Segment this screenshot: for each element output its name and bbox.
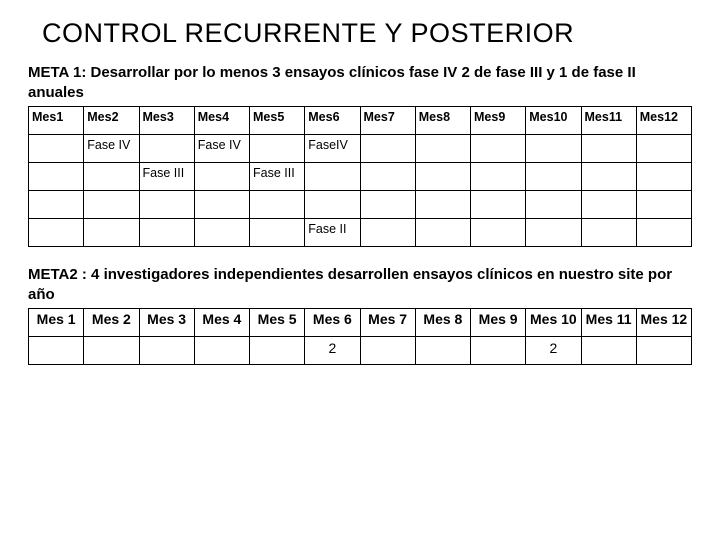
table-cell bbox=[84, 163, 139, 191]
table-cell bbox=[636, 191, 691, 219]
table-cell: FaseIV bbox=[305, 135, 360, 163]
col-header: Mes 1 bbox=[29, 309, 84, 337]
col-header: Mes6 bbox=[305, 107, 360, 135]
table-cell bbox=[415, 219, 470, 247]
col-header: Mes2 bbox=[84, 107, 139, 135]
meta1-header-row: Mes1Mes2Mes3Mes4Mes5Mes6Mes7Mes8Mes9Mes1… bbox=[29, 107, 692, 135]
table-cell bbox=[636, 163, 691, 191]
col-header: Mes3 bbox=[139, 107, 194, 135]
col-header: Mes10 bbox=[526, 107, 581, 135]
table-cell bbox=[305, 191, 360, 219]
table-cell bbox=[139, 219, 194, 247]
table-cell: Fase IV bbox=[194, 135, 249, 163]
table-cell bbox=[139, 135, 194, 163]
col-header: Mes 3 bbox=[139, 309, 194, 337]
table-cell bbox=[194, 219, 249, 247]
table-cell bbox=[84, 191, 139, 219]
table-cell bbox=[250, 191, 305, 219]
table-cell bbox=[581, 191, 636, 219]
table-cell bbox=[29, 135, 84, 163]
table-cell: Fase III bbox=[139, 163, 194, 191]
meta1-table: Mes1Mes2Mes3Mes4Mes5Mes6Mes7Mes8Mes9Mes1… bbox=[28, 106, 692, 247]
table-cell bbox=[250, 337, 305, 365]
table-cell bbox=[305, 163, 360, 191]
col-header: Mes5 bbox=[250, 107, 305, 135]
table-cell bbox=[360, 337, 415, 365]
page-title: CONTROL RECURRENTE Y POSTERIOR bbox=[28, 18, 692, 49]
meta2-header-row: Mes 1Mes 2Mes 3Mes 4Mes 5Mes 6Mes 7Mes 8… bbox=[29, 309, 692, 337]
col-header: Mes 11 bbox=[581, 309, 636, 337]
table-cell bbox=[471, 135, 526, 163]
table-cell bbox=[84, 337, 139, 365]
col-header: Mes 12 bbox=[636, 309, 691, 337]
table-cell bbox=[194, 163, 249, 191]
table-cell: 2 bbox=[526, 337, 581, 365]
table-cell bbox=[581, 219, 636, 247]
table-cell bbox=[526, 191, 581, 219]
col-header: Mes 7 bbox=[360, 309, 415, 337]
col-header: Mes 4 bbox=[194, 309, 249, 337]
table-cell bbox=[29, 191, 84, 219]
col-header: Mes8 bbox=[415, 107, 470, 135]
table-cell bbox=[636, 219, 691, 247]
table-cell bbox=[139, 191, 194, 219]
col-header: Mes11 bbox=[581, 107, 636, 135]
table-cell bbox=[250, 135, 305, 163]
table-cell bbox=[29, 337, 84, 365]
col-header: Mes 10 bbox=[526, 309, 581, 337]
table-cell bbox=[471, 219, 526, 247]
table-cell: 2 bbox=[305, 337, 360, 365]
table-cell bbox=[250, 219, 305, 247]
col-header: Mes9 bbox=[471, 107, 526, 135]
meta2-body: 22 bbox=[29, 337, 692, 365]
table-cell bbox=[636, 135, 691, 163]
table-cell bbox=[360, 135, 415, 163]
table-row: 22 bbox=[29, 337, 692, 365]
table-cell bbox=[415, 191, 470, 219]
table-cell bbox=[526, 135, 581, 163]
col-header: Mes 9 bbox=[471, 309, 526, 337]
table-cell bbox=[360, 219, 415, 247]
table-cell bbox=[84, 219, 139, 247]
table-cell bbox=[415, 163, 470, 191]
col-header: Mes12 bbox=[636, 107, 691, 135]
table-cell bbox=[636, 337, 691, 365]
table-cell bbox=[194, 337, 249, 365]
table-cell bbox=[526, 219, 581, 247]
col-header: Mes 8 bbox=[415, 309, 470, 337]
table-cell bbox=[471, 163, 526, 191]
table-cell bbox=[415, 135, 470, 163]
table-cell bbox=[471, 337, 526, 365]
col-header: Mes4 bbox=[194, 107, 249, 135]
table-row: Fase III Fase III bbox=[29, 163, 692, 191]
table-cell bbox=[471, 191, 526, 219]
table-cell bbox=[139, 337, 194, 365]
meta1-description: META 1: Desarrollar por lo menos 3 ensay… bbox=[28, 63, 692, 102]
table-cell: Fase II bbox=[305, 219, 360, 247]
col-header: Mes 6 bbox=[305, 309, 360, 337]
col-header: Mes7 bbox=[360, 107, 415, 135]
table-cell bbox=[360, 191, 415, 219]
meta2-table: Mes 1Mes 2Mes 3Mes 4Mes 5Mes 6Mes 7Mes 8… bbox=[28, 308, 692, 365]
table-cell bbox=[415, 337, 470, 365]
meta2-description: META2 : 4 investigadores independientes … bbox=[28, 265, 692, 304]
table-cell: Fase IV bbox=[84, 135, 139, 163]
table-cell bbox=[360, 163, 415, 191]
col-header: Mes 5 bbox=[250, 309, 305, 337]
table-cell: Fase III bbox=[250, 163, 305, 191]
table-cell bbox=[526, 163, 581, 191]
table-cell bbox=[29, 163, 84, 191]
table-cell bbox=[581, 337, 636, 365]
col-header: Mes 2 bbox=[84, 309, 139, 337]
table-row bbox=[29, 191, 692, 219]
col-header: Mes1 bbox=[29, 107, 84, 135]
table-row: Fase IV Fase IV FaseIV bbox=[29, 135, 692, 163]
table-cell bbox=[581, 135, 636, 163]
table-cell bbox=[29, 219, 84, 247]
meta1-body: Fase IVFase IVFaseIVFase IIIFase IIIFase… bbox=[29, 135, 692, 247]
table-row: Fase II bbox=[29, 219, 692, 247]
table-cell bbox=[581, 163, 636, 191]
table-cell bbox=[194, 191, 249, 219]
